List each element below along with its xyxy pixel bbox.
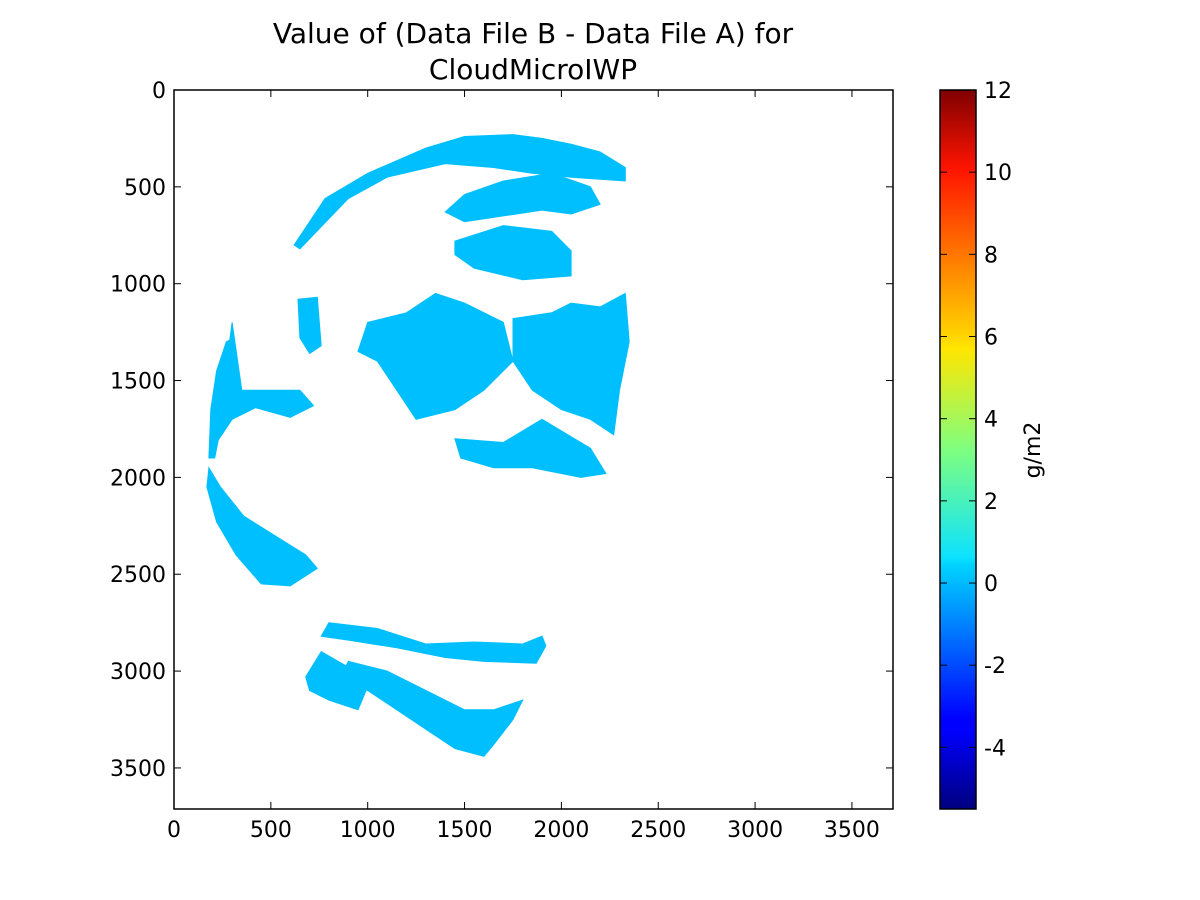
region-south-band bbox=[320, 622, 547, 664]
colorbar-tick-label: -4 bbox=[984, 736, 1006, 761]
chart-title-line-1: Value of (Data File B - Data File A) for bbox=[273, 17, 794, 50]
x-tick-label: 3000 bbox=[727, 818, 783, 843]
colorbar-tick-label: 0 bbox=[984, 572, 998, 597]
region-southwest-limb bbox=[206, 466, 319, 587]
colorbar-gradient bbox=[939, 89, 977, 810]
x-axis: 0 500 1000 1500 2000 2500 3000 3500 bbox=[167, 90, 880, 843]
region-east-mass bbox=[512, 292, 630, 436]
region-north-arc bbox=[293, 134, 626, 250]
y-tick-label: 2000 bbox=[110, 466, 166, 491]
region-mid-west-spot bbox=[297, 296, 322, 355]
colorbar-tick-label: 10 bbox=[984, 161, 1012, 186]
region-north-east-band bbox=[444, 172, 601, 223]
y-tick-label: 0 bbox=[152, 79, 166, 104]
colorbar-tick-label: 4 bbox=[984, 408, 998, 433]
plot-frame bbox=[173, 89, 894, 810]
region-south-west-fragments bbox=[305, 651, 369, 711]
colorbar-tick-label: 12 bbox=[984, 79, 1012, 104]
colorbar-tick-label: 2 bbox=[984, 490, 998, 515]
x-tick-label: 500 bbox=[250, 818, 292, 843]
region-western-limb bbox=[208, 337, 237, 459]
colorbar: -4 -2 0 2 4 6 8 10 12 g/m2 bbox=[939, 79, 1046, 810]
colorbar-tick-label: 8 bbox=[984, 243, 998, 268]
y-tick-label: 1500 bbox=[110, 370, 166, 395]
y-tick-label: 3500 bbox=[110, 757, 166, 782]
region-north-east-clusters bbox=[454, 225, 572, 281]
data-regions bbox=[206, 134, 630, 757]
x-tick-label: 0 bbox=[167, 818, 181, 843]
region-east-scatter bbox=[454, 418, 607, 478]
region-south-spiral bbox=[337, 660, 524, 757]
x-tick-label: 1500 bbox=[437, 818, 493, 843]
x-tick-label: 2000 bbox=[533, 818, 589, 843]
plot-area: 0 500 1000 1500 2000 2500 3000 3500 0 500 1000 150… bbox=[110, 79, 894, 843]
x-tick-label: 2500 bbox=[630, 818, 686, 843]
x-tick-label: 3500 bbox=[824, 818, 880, 843]
y-tick-label: 1000 bbox=[110, 273, 166, 298]
y-tick-label: 2500 bbox=[110, 563, 166, 588]
region-central-cloud bbox=[357, 292, 514, 420]
chart-title-line-2: CloudMicroIWP bbox=[429, 53, 637, 86]
y-tick-label: 3000 bbox=[110, 660, 166, 685]
colorbar-tick-label: 6 bbox=[984, 326, 998, 351]
y-axis: 0 500 1000 1500 2000 2500 3000 3500 bbox=[110, 79, 893, 782]
y-tick-label: 500 bbox=[124, 176, 166, 201]
x-tick-label: 1000 bbox=[340, 818, 396, 843]
colorbar-ticks: -4 -2 0 2 4 6 8 10 12 bbox=[940, 79, 1012, 761]
colorbar-label: g/m2 bbox=[1021, 422, 1046, 479]
colorbar-tick-label: -2 bbox=[984, 654, 1006, 679]
